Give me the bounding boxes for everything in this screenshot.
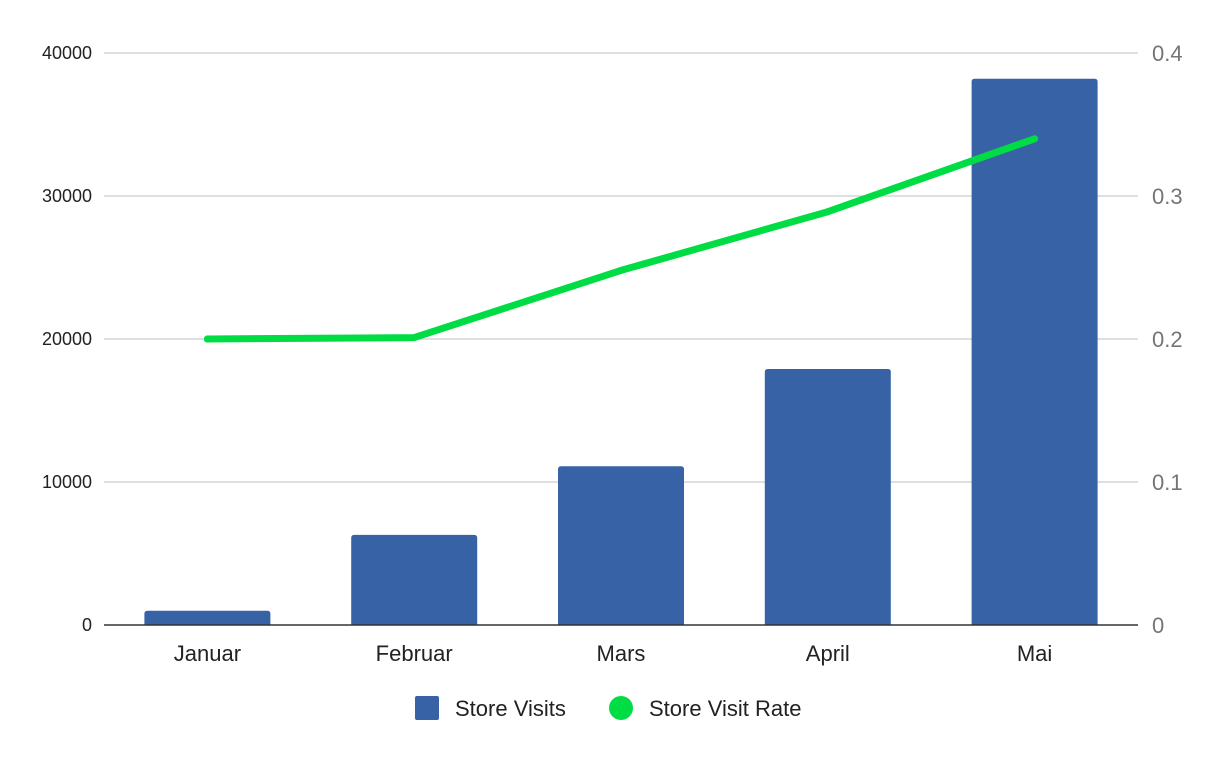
bar-februar[interactable]: [351, 534, 478, 625]
y-left-tick-label: 30000: [42, 186, 92, 206]
y-left-tick-label: 10000: [42, 472, 92, 492]
legend-label-store-visit-rate: Store Visit Rate: [649, 696, 801, 721]
legend-item-store-visits[interactable]: Store Visits: [415, 696, 566, 721]
line-store-visit-rate[interactable]: [203, 135, 1039, 343]
right-axis-ticks: 0 0.1 0.2 0.3 0.4: [1152, 41, 1183, 638]
legend-swatch-store-visit-rate: [609, 696, 633, 720]
legend: Store Visits Store Visit Rate: [415, 696, 801, 721]
x-tick-label: Februar: [376, 641, 453, 666]
x-tick-label: Mars: [597, 641, 646, 666]
line-series: [203, 135, 1039, 343]
y-left-tick-label: 40000: [42, 43, 92, 63]
bar-april[interactable]: [764, 369, 891, 625]
x-tick-label: Januar: [174, 641, 241, 666]
y-right-tick-label: 0.2: [1152, 327, 1183, 352]
legend-label-store-visits: Store Visits: [455, 696, 566, 721]
point-februar[interactable]: [410, 334, 418, 342]
point-januar[interactable]: [203, 335, 211, 343]
point-mars[interactable]: [617, 266, 625, 274]
x-tick-label: Mai: [1017, 641, 1052, 666]
left-axis-ticks: 0 10000 20000 30000 40000: [42, 43, 92, 635]
y-right-tick-label: 0: [1152, 613, 1164, 638]
y-left-tick-label: 0: [82, 615, 92, 635]
point-april[interactable]: [824, 208, 832, 216]
point-mai[interactable]: [1031, 135, 1039, 143]
x-axis-ticks: Januar Februar Mars April Mai: [174, 641, 1053, 666]
bar-januar[interactable]: [144, 610, 271, 625]
bar-mars[interactable]: [558, 466, 684, 625]
legend-swatch-store-visits: [415, 696, 439, 720]
y-left-tick-label: 20000: [42, 329, 92, 349]
y-right-tick-label: 0.4: [1152, 41, 1183, 66]
x-tick-label: April: [806, 641, 850, 666]
y-right-tick-label: 0.1: [1152, 470, 1183, 495]
legend-item-store-visit-rate[interactable]: Store Visit Rate: [609, 696, 801, 721]
bar-mai[interactable]: [971, 78, 1098, 626]
y-right-tick-label: 0.3: [1152, 184, 1183, 209]
bar-series: [144, 78, 1098, 626]
